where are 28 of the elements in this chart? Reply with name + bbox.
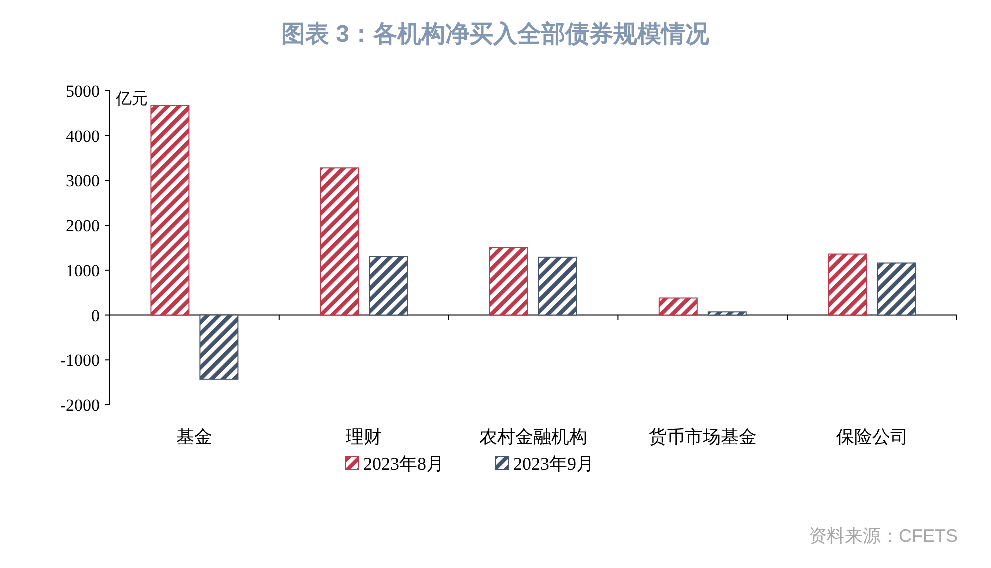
bar: [369, 256, 408, 316]
legend-label: 2023年9月: [514, 454, 594, 474]
y-tick-label: -2000: [60, 396, 100, 415]
y-tick-label: -1000: [60, 351, 100, 370]
x-tick-label: 保险公司: [836, 427, 908, 447]
bar: [320, 168, 360, 316]
y-tick-label: 1000: [66, 261, 100, 280]
bar: [150, 105, 190, 316]
y-tick-label: 4000: [66, 126, 100, 146]
y-axis-title: 亿元: [115, 91, 148, 108]
y-tick-label: 2000: [66, 216, 100, 236]
legend-label: 2023年8月: [364, 454, 444, 474]
bar: [877, 262, 916, 316]
x-tick-label: 货币市场基金: [648, 427, 757, 447]
y-tick-label: 5000: [66, 82, 100, 101]
bar: [200, 314, 239, 380]
bar: [658, 298, 698, 316]
x-tick-label: 农村金融机构: [480, 427, 588, 447]
y-tick-label: 3000: [66, 172, 100, 191]
chart-title: 图表 3：各机构净买入全部债券规模情况: [281, 21, 711, 48]
y-tick-label: 0: [92, 306, 100, 326]
bar: [490, 247, 528, 316]
bar: [538, 256, 578, 316]
bar: [708, 312, 747, 316]
text: 资料来源：CFETS: [808, 526, 958, 546]
bar: [828, 254, 868, 316]
x-tick-label: 基金: [176, 427, 213, 447]
x-tick-label: 理财: [346, 427, 382, 447]
